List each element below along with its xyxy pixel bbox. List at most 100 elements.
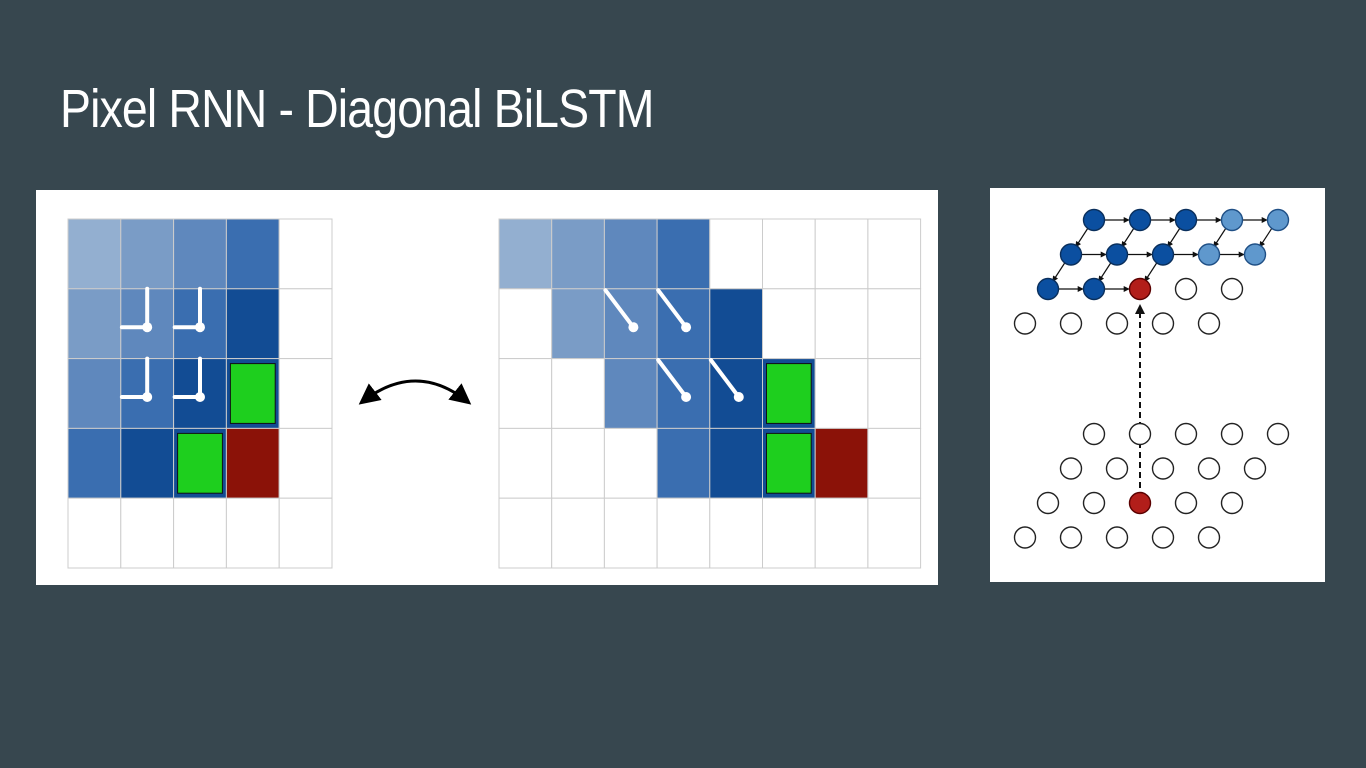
context-cell (498, 218, 553, 290)
empty-cell (120, 497, 175, 569)
empty-cell (814, 218, 869, 290)
empty-cell (278, 288, 333, 360)
empty-cell (867, 497, 922, 569)
lattice-node (1059, 457, 1083, 480)
recurrence-connector (119, 356, 153, 402)
empty-cell (67, 497, 122, 569)
lattice-edge (1075, 227, 1089, 248)
empty-cell (867, 288, 922, 360)
lattice-edges (1052, 217, 1273, 292)
empty-cell (278, 427, 333, 499)
empty-cell (278, 218, 333, 290)
context-cell (603, 358, 658, 429)
lattice-nodes (1013, 208, 1290, 549)
context-cell (656, 218, 711, 290)
context-cell (225, 288, 280, 360)
lattice-edge (1098, 262, 1112, 283)
empty-cell (278, 358, 333, 429)
context-node (1128, 208, 1152, 232)
lattice-node (1013, 312, 1037, 335)
lattice-node (1059, 526, 1083, 549)
context-cell (67, 427, 122, 499)
context-node (1082, 208, 1106, 232)
input-to-state-fill (177, 432, 223, 494)
lattice-node (1151, 457, 1175, 480)
lattice-edge (1167, 227, 1181, 248)
diagonal-lstm-figure (67, 218, 922, 569)
context-cell (551, 218, 605, 290)
lattice-node (1174, 491, 1198, 515)
context-cell (173, 218, 227, 290)
empty-cell (867, 218, 922, 290)
recurrence-connector (656, 357, 692, 402)
context-cell (120, 427, 175, 499)
lattice-node (1220, 277, 1244, 301)
empty-cell (551, 427, 605, 499)
slide-title: Pixel RNN - Diagonal BiLSTM (60, 79, 654, 139)
lattice-node (1082, 422, 1106, 446)
skewed-map-grid (498, 218, 922, 569)
empty-cell (867, 427, 922, 499)
lattice-node (1220, 422, 1244, 446)
lattice-edge (1213, 227, 1227, 248)
lattice-edge (1052, 262, 1066, 283)
empty-cell (762, 288, 816, 360)
lattice-node (1082, 491, 1106, 515)
lattice-node (1013, 526, 1037, 549)
context-cell (603, 218, 658, 290)
lattice-node (1105, 312, 1129, 335)
current-pixel-fill (228, 431, 278, 496)
lattice-node (1197, 526, 1221, 549)
context-cell (67, 288, 122, 360)
lattice-node (1151, 526, 1175, 549)
context-node (1220, 208, 1244, 232)
context-cell (709, 288, 763, 360)
context-node (1036, 277, 1060, 301)
current-pixel-fill (817, 431, 866, 496)
skew-transform-arrow (358, 379, 472, 405)
empty-cell (173, 497, 227, 569)
recurrence-connector (172, 356, 205, 402)
empty-cell (225, 497, 280, 569)
context-node (1059, 243, 1083, 266)
current-node (1128, 491, 1152, 515)
context-cell (656, 427, 711, 499)
recurrence-connector (708, 357, 744, 402)
diagonal-lstm-figure-panel (36, 190, 938, 585)
context-node (1082, 277, 1106, 301)
empty-cell (814, 288, 869, 360)
recurrence-connector (656, 288, 692, 333)
input-to-state-fill (766, 432, 812, 494)
input-map-grid (67, 218, 333, 569)
context-node (1243, 243, 1267, 266)
current-node (1128, 277, 1152, 301)
context-node (1151, 243, 1175, 266)
context-cell (709, 427, 763, 499)
lattice-node (1036, 491, 1060, 515)
context-node (1105, 243, 1129, 266)
empty-cell (709, 497, 763, 569)
empty-cell (498, 288, 553, 360)
context-cell (120, 218, 175, 290)
context-cell (67, 218, 122, 290)
lattice-node (1266, 422, 1290, 446)
lattice-node (1197, 457, 1221, 480)
empty-cell (656, 497, 711, 569)
lattice-node (1220, 491, 1244, 515)
empty-cell (709, 218, 763, 290)
lattice-node (1174, 277, 1198, 301)
empty-cell (603, 497, 658, 569)
context-cell (225, 218, 280, 290)
context-node (1197, 243, 1221, 266)
context-cell (551, 288, 605, 360)
empty-cell (498, 358, 553, 429)
empty-cell (603, 427, 658, 499)
empty-cell (814, 497, 869, 569)
empty-cell (762, 218, 816, 290)
empty-cell (762, 497, 816, 569)
recurrence-connector (172, 286, 205, 333)
empty-cell (867, 358, 922, 429)
lattice-node (1151, 312, 1175, 335)
lattice-edge (1259, 227, 1273, 248)
empty-cell (498, 497, 553, 569)
